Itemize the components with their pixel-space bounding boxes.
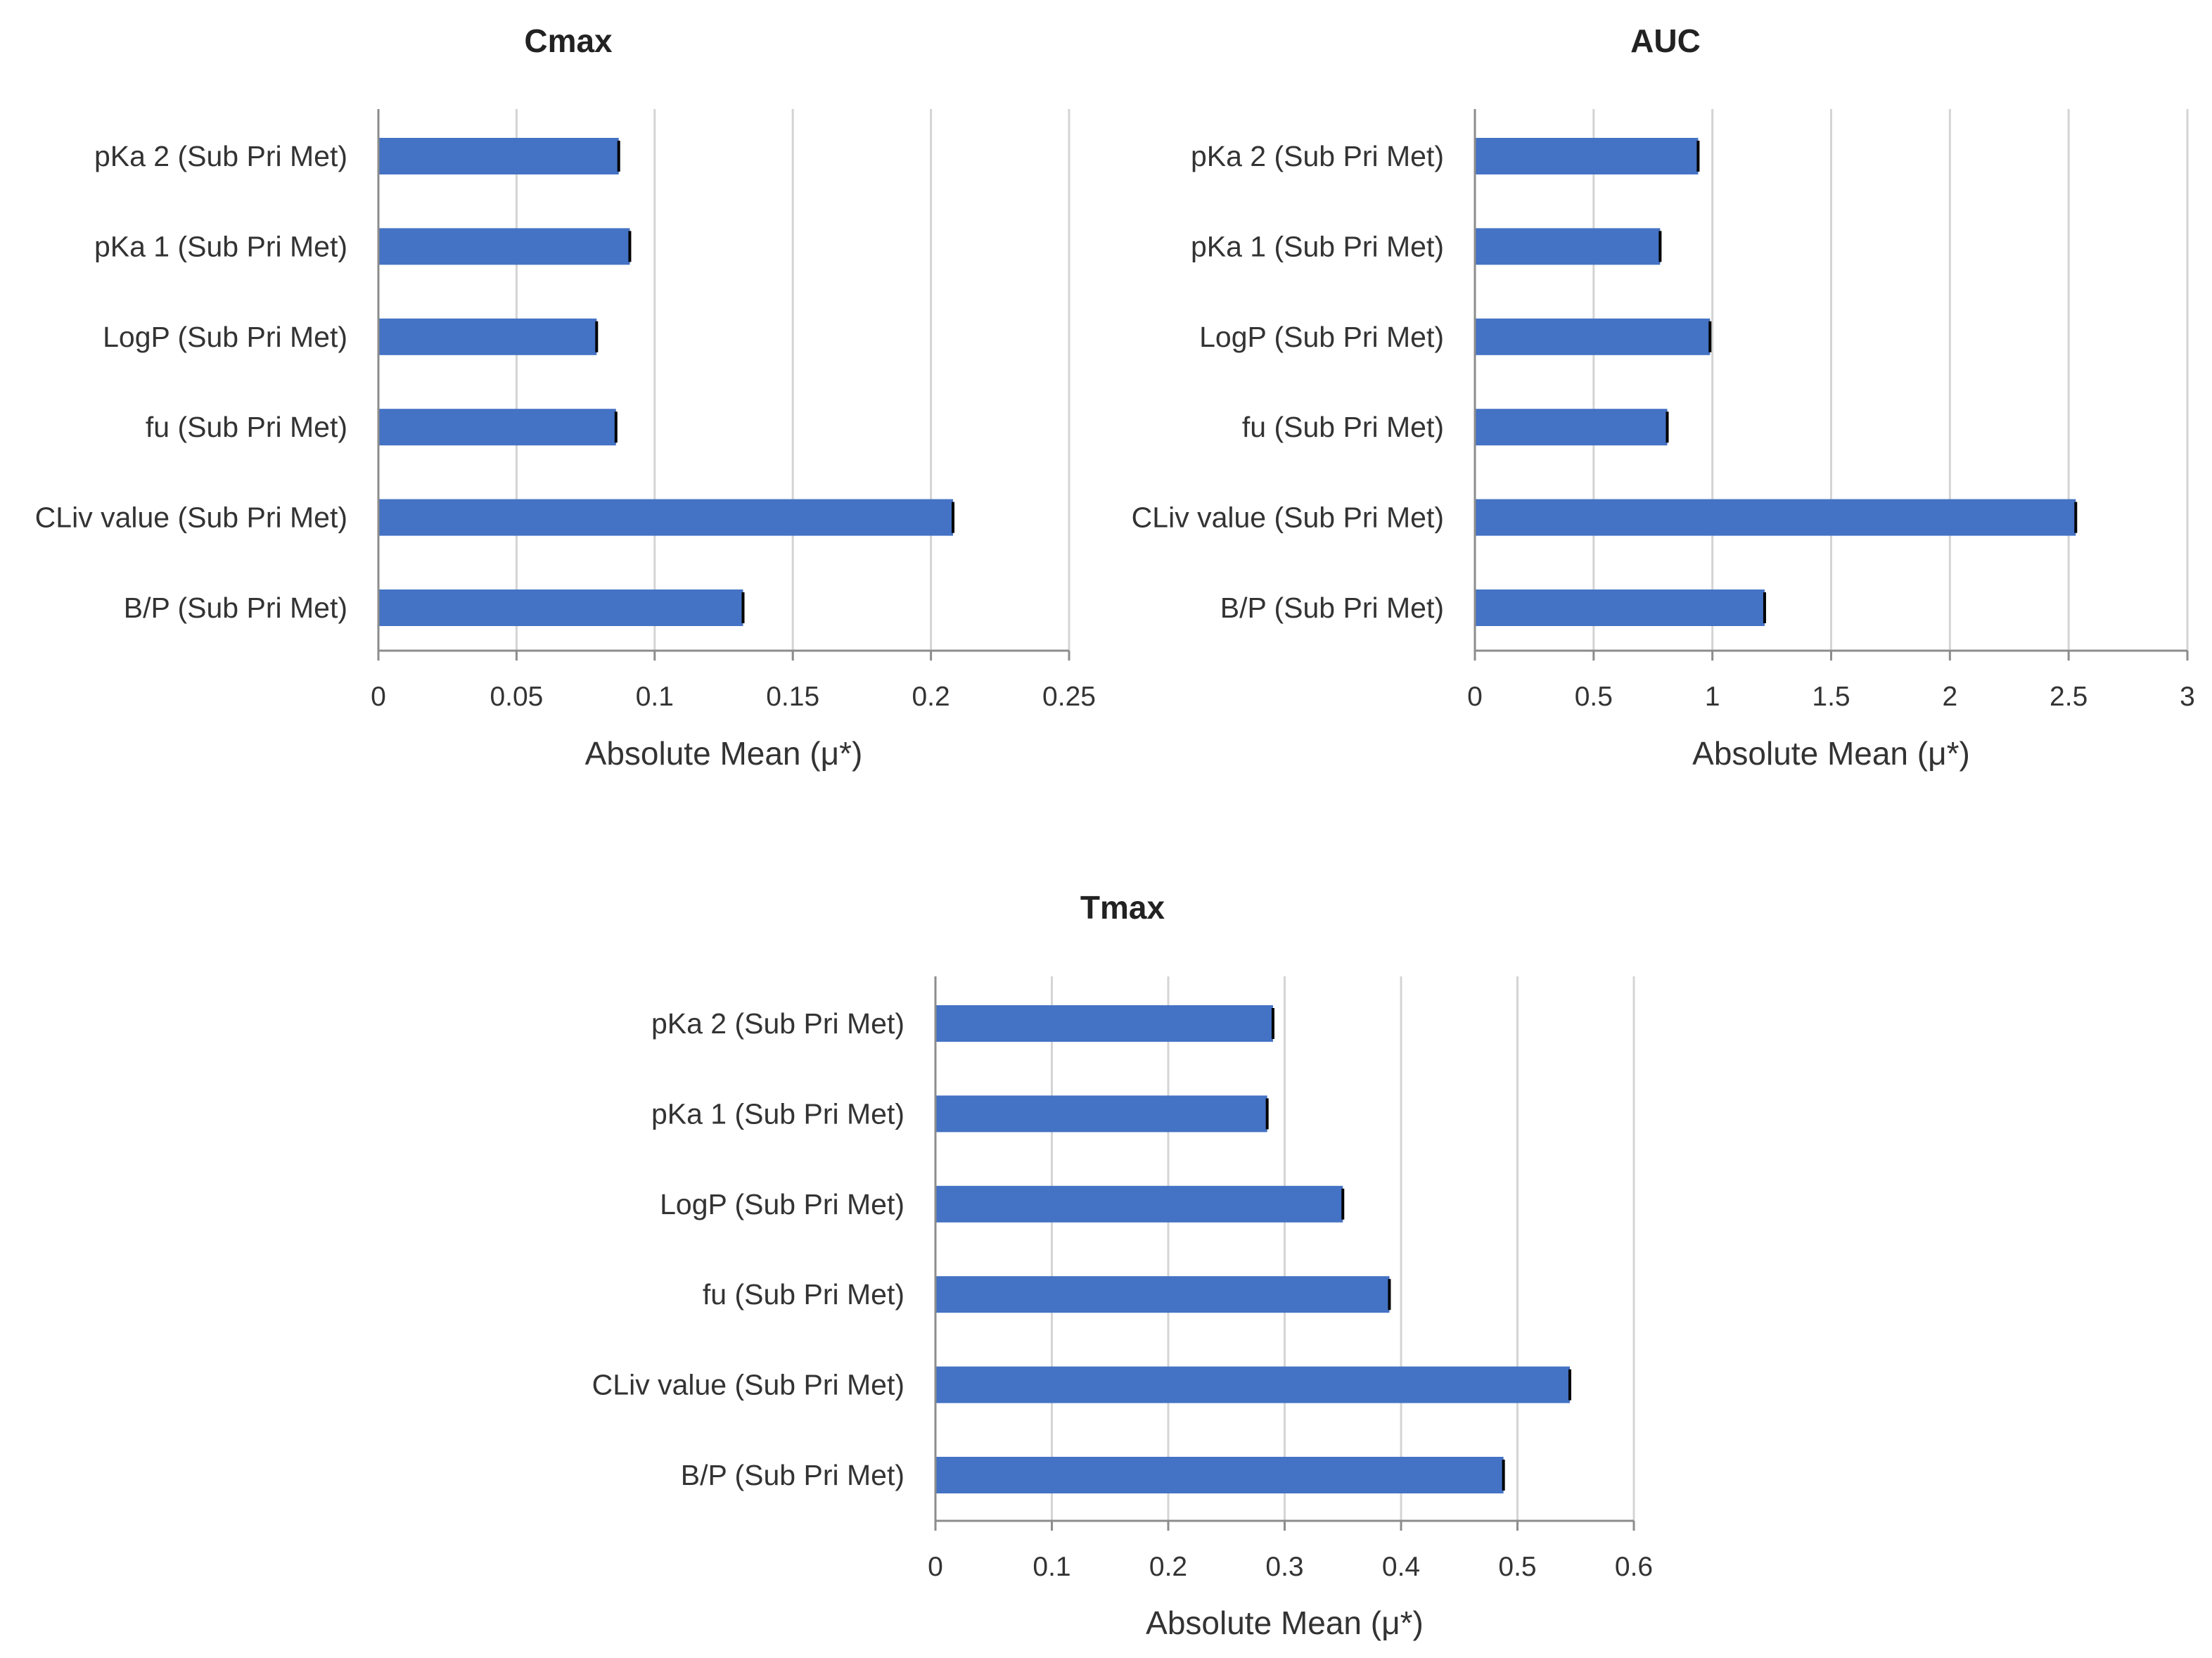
tmax-tick-label: 0.3 [1265, 1552, 1303, 1582]
tmax-category-label: CLiv value (Sub Pri Met) [592, 1369, 904, 1401]
chart-tmax: Tmax pKa 2 (Sub Pri Met) pKa 1 (Sub Pri Me… [592, 889, 1653, 1641]
auc-category-label: pKa 1 (Sub Pri Met) [1191, 230, 1444, 262]
cmax-category-label: pKa 1 (Sub Pri Met) [94, 230, 347, 262]
cmax-category-label: fu (Sub Pri Met) [146, 411, 347, 443]
tmax-bar [935, 1005, 1273, 1042]
cmax-bar [378, 409, 616, 446]
auc-category-label: fu (Sub Pri Met) [1242, 411, 1444, 443]
auc-bar [1475, 318, 1711, 355]
tmax-tick-label: 0.6 [1615, 1552, 1653, 1582]
auc-x-axis-title: Absolute Mean (μ*) [1692, 735, 1970, 772]
tmax-bar [935, 1276, 1390, 1313]
tmax-bar [935, 1366, 1570, 1403]
cmax-title: Cmax [524, 23, 613, 59]
auc-tick-label: 1 [1705, 682, 1720, 712]
tmax-tick-label: 0.1 [1033, 1552, 1070, 1582]
auc-bar [1475, 589, 1765, 626]
tmax-bar [935, 1185, 1343, 1223]
cmax-category-label: pKa 2 (Sub Pri Met) [94, 140, 347, 172]
auc-tick-label: 0 [1467, 682, 1483, 712]
auc-tick-label: 2 [1942, 682, 1957, 712]
auc-category-label: pKa 2 (Sub Pri Met) [1191, 140, 1444, 172]
auc-category-label: CLiv value (Sub Pri Met) [1132, 502, 1444, 534]
cmax-x-axis-title: Absolute Mean (μ*) [585, 735, 863, 772]
tmax-category-label: pKa 2 (Sub Pri Met) [651, 1007, 904, 1040]
tmax-title: Tmax [1080, 889, 1165, 926]
auc-bar [1475, 499, 2076, 536]
tmax-tick-label: 0.2 [1149, 1552, 1187, 1582]
tmax-category-label: LogP (Sub Pri Met) [660, 1188, 904, 1220]
cmax-bar [378, 138, 619, 174]
tmax-category-label: pKa 1 (Sub Pri Met) [651, 1097, 904, 1130]
tmax-x-axis-title: Absolute Mean (μ*) [1146, 1605, 1424, 1641]
cmax-bar [378, 589, 743, 626]
tmax-tick-label: 0.5 [1498, 1552, 1536, 1582]
auc-title: AUC [1630, 23, 1701, 59]
auc-tick-label: 2.5 [2050, 682, 2088, 712]
tmax-bar [935, 1095, 1267, 1133]
cmax-tick-label: 0.25 [1042, 682, 1096, 712]
tmax-tick-label: 0.4 [1382, 1552, 1420, 1582]
auc-bar [1475, 138, 1699, 174]
auc-bar [1475, 409, 1668, 446]
cmax-bar [378, 228, 630, 265]
tmax-category-label: fu (Sub Pri Met) [703, 1278, 904, 1311]
tmax-category-label: B/P (Sub Pri Met) [681, 1459, 904, 1491]
auc-category-label: B/P (Sub Pri Met) [1220, 592, 1444, 624]
chart-cmax: Cmax pKa 2 (Sub Pri Met) pKa 1 (Sub Pri Me… [35, 23, 1096, 772]
auc-tick-label: 3 [2180, 682, 2195, 712]
auc-bar [1475, 228, 1661, 265]
auc-category-label: LogP (Sub Pri Met) [1199, 321, 1444, 353]
cmax-bar [378, 318, 597, 355]
cmax-category-label: CLiv value (Sub Pri Met) [35, 502, 347, 534]
tmax-bar [935, 1457, 1504, 1493]
cmax-bar [378, 499, 954, 536]
chart-auc: AUC pKa 2 (Sub Pri Met) pKa 1 (Sub Pri Met… [1132, 23, 2195, 772]
cmax-tick-label: 0.1 [636, 682, 674, 712]
cmax-category-label: B/P (Sub Pri Met) [124, 592, 347, 624]
cmax-tick-label: 0.05 [490, 682, 543, 712]
cmax-tick-label: 0.2 [912, 682, 950, 712]
auc-tick-label: 0.5 [1575, 682, 1613, 712]
cmax-tick-label: 0 [371, 682, 386, 712]
auc-tick-label: 1.5 [1812, 682, 1850, 712]
cmax-category-label: LogP (Sub Pri Met) [103, 321, 347, 353]
tmax-tick-label: 0 [928, 1552, 943, 1582]
cmax-tick-label: 0.15 [766, 682, 819, 712]
